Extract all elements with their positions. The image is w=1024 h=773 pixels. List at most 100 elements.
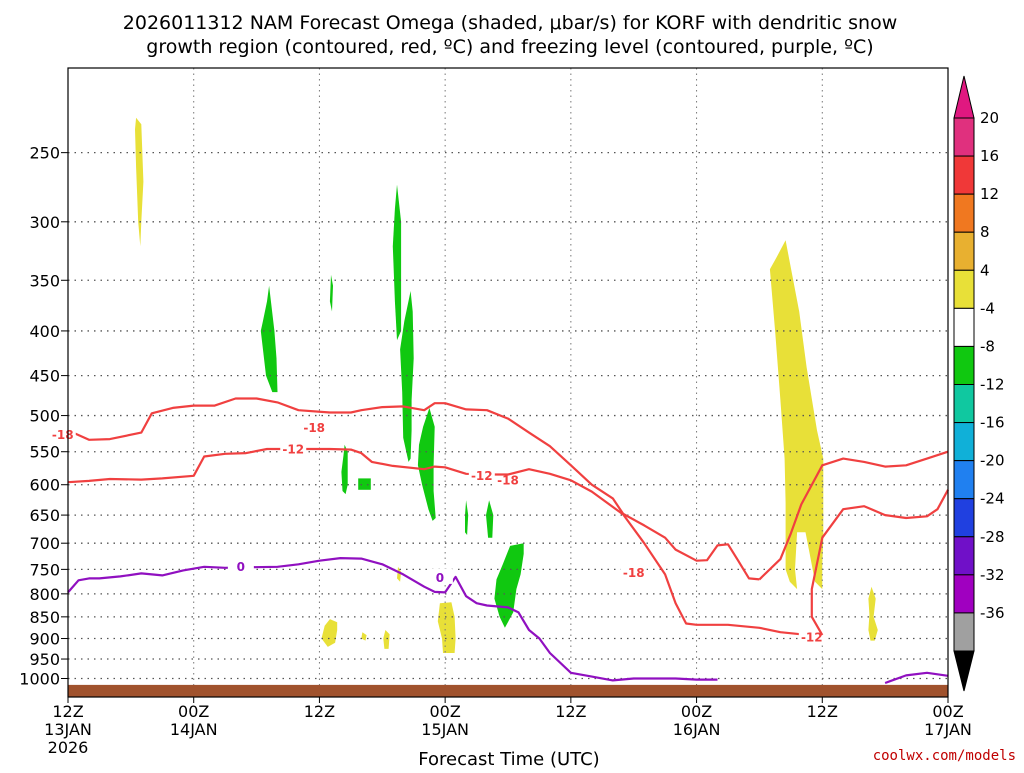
x-tick-line-36-0: 00Z [429,702,460,721]
x-axis-label: Forecast Time (UTC) [418,749,599,768]
omega-yellow-4 [383,630,390,649]
credit-text: coolwx.com/models [873,748,1016,764]
colorbar-swatch--32 [953,574,975,614]
omega-green-1 [260,285,278,393]
colorbar-label-4: 4 [980,261,990,279]
colorbar-label--4: -4 [980,299,995,317]
contour-label-minus18-0: -18 [52,428,74,442]
contour-label-bg-minus18-0 [49,426,76,442]
omega-green-6 [400,291,414,462]
contour-label-bg-minus18-3 [620,563,647,579]
colorbar-swatch-20 [953,117,975,157]
plot-frame [67,67,949,698]
colorbar-bottom-arrow [953,650,975,692]
colorbar-label--8: -8 [980,337,995,355]
x-tick-label-36: 00Z 15JAN [421,702,469,739]
colorbar-label--20: -20 [980,452,1005,470]
colorbar-label-8: 8 [980,223,990,241]
omega-green-8 [465,500,469,535]
y-tick-label-400: 400 [29,322,60,341]
y-tick-label-1000: 1000 [19,669,60,688]
x-tick-line-84-0: 00Z [932,702,963,721]
contour-minus12-b [810,489,949,636]
contour-label-minus18-2: -18 [497,474,519,488]
colorbar-swatch--12 [953,384,975,424]
contour-label-bg-minus18-1 [301,418,328,434]
y-tick-label-550: 550 [29,443,60,462]
y-tick-label-650: 650 [29,506,60,525]
colorbar-swatch--4 [953,307,975,347]
contour-minus18-b [758,450,949,581]
contour-label-minus18-3: -18 [623,566,645,580]
omega-green-2 [358,478,371,490]
x-tick-label-48: 12Z [555,702,586,721]
colorbar-swatch-12 [953,193,975,233]
omega-green-7 [417,407,436,521]
y-tick-label-950: 950 [29,650,60,669]
contour-minus18 [67,397,760,581]
x-tick-line-60-0: 00Z [681,702,712,721]
omega-yellow-2 [321,619,338,647]
colorbar-swatch-16 [953,155,975,195]
colorbar-label--28: -28 [980,528,1005,546]
y-tick-label-700: 700 [29,534,60,553]
colorbar-label--16: -16 [980,414,1005,432]
y-tick-label-250: 250 [29,144,60,163]
contour-label-minus12-1: -12 [471,469,493,483]
x-tick-line-0-1: 13JAN [44,720,92,739]
colorbar-label--32: -32 [980,566,1005,584]
colorbar-swatch-8 [953,231,975,271]
colorbar-swatch--8 [953,345,975,385]
x-tick-line-12-1: 14JAN [170,720,218,739]
colorbar-swatch--24 [953,498,975,538]
x-tick-label-60: 00Z 16JAN [673,702,721,739]
y-tick-label-450: 450 [29,367,60,386]
contour-label-minus18-1: -18 [303,421,325,435]
colorbar-label-16: 16 [980,147,999,165]
x-tick-line-24-0: 12Z [304,702,335,721]
omega-green-9 [486,500,494,538]
colorbar: 20 16 12 8 4 -4 -8 -12 -16 -20 -24 -28 -32 -36 [953,75,1005,692]
y-tick-label-850: 850 [29,608,60,627]
x-tick-line-72-0: 12Z [807,702,838,721]
contour-zero [67,556,718,682]
chart-title-line2: growth region (contoured, red, ºC) and f… [146,36,873,58]
contour-label-bg-minus12-1 [468,467,495,483]
contour-zero-b [884,671,949,685]
x-tick-label-0: 12Z 13JAN 2026 [44,702,92,757]
y-tick-label-900: 900 [29,630,60,649]
colorbar-label-20: 20 [980,109,999,127]
contour-label-minus12-0: -12 [282,442,304,456]
omega-shaded-regions [135,117,878,653]
omega-yellow-6 [437,602,456,653]
contour-lines: -18 -18 -18 -18 -12 -12 -12 0 0 [49,397,949,685]
omega-yellow-3 [361,632,367,641]
x-tick-line-48-0: 12Z [555,702,586,721]
contour-minus12 [67,447,823,637]
y-tick-label-350: 350 [29,271,60,290]
contour-label-bg-zero-0 [227,557,254,573]
x-tick-label-72: 12Z [807,702,838,721]
colorbar-label-12: 12 [980,185,999,203]
terrain-layer [68,684,948,697]
contour-label-minus12-2: -12 [801,630,823,644]
contour-label-bg-minus12-2 [798,628,825,644]
omega-green-3 [329,274,333,312]
contour-label-zero-0: 0 [237,560,245,574]
x-tick-line-60-1: 16JAN [673,720,721,739]
colorbar-swatch--16 [953,422,975,462]
contour-label-bg-zero-1 [426,568,453,584]
omega-yellow-1 [135,117,144,247]
contour-label-bg-minus12-0 [280,440,307,456]
x-tick-line-84-1: 17JAN [924,720,972,739]
x-tick-label-12: 00Z 14JAN [170,702,218,739]
colorbar-swatch--36 [953,612,975,652]
colorbar-top-arrow [953,75,975,119]
y-tick-label-750: 750 [29,560,60,579]
x-tick-line-0-2: 2026 [48,738,89,757]
y-tick-label-600: 600 [29,476,60,495]
colorbar-label--36: -36 [980,604,1005,622]
x-tick-line-0-0: 12Z [52,702,83,721]
x-tick-line-36-1: 15JAN [421,720,469,739]
